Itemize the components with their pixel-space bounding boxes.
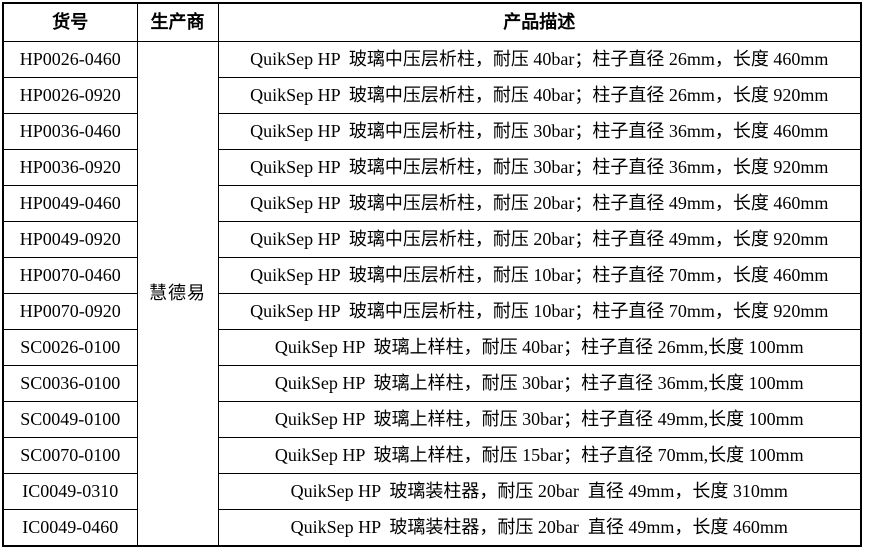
header-manufacturer: 生产商 <box>136 2 219 42</box>
table-row: IC0049-0460 QuikSep HP 玻璃装柱器，耐压 20bar 直径… <box>2 508 862 547</box>
sku-cell: HP0049-0460 <box>2 184 138 222</box>
description-cell: QuikSep HP 玻璃装柱器，耐压 20bar 直径 49mm，长度 460… <box>217 508 862 547</box>
table-row: SC0036-0100 QuikSep HP 玻璃上样柱，耐压 30bar；柱子… <box>2 364 862 402</box>
description-cell: QuikSep HP 玻璃中压层析柱，耐压 30bar；柱子直径 36mm，长度… <box>217 148 862 186</box>
header-sku: 货号 <box>2 2 138 42</box>
table-row: HP0036-0460 QuikSep HP 玻璃中压层析柱，耐压 30bar；… <box>2 112 862 150</box>
description-cell: QuikSep HP 玻璃中压层析柱，耐压 30bar；柱子直径 36mm，长度… <box>217 112 862 150</box>
sku-cell: HP0036-0920 <box>2 148 138 186</box>
table-row: HP0026-0920 QuikSep HP 玻璃中压层析柱，耐压 40bar；… <box>2 76 862 114</box>
table-row: SC0049-0100 QuikSep HP 玻璃上样柱，耐压 30bar；柱子… <box>2 400 862 438</box>
table-row: HP0070-0920 QuikSep HP 玻璃中压层析柱，耐压 10bar；… <box>2 292 862 330</box>
description-cell: QuikSep HP 玻璃中压层析柱，耐压 20bar；柱子直径 49mm，长度… <box>217 184 862 222</box>
product-table: 货号 生产商 产品描述 HP0026-0460 慧德易 QuikSep HP 玻… <box>2 2 862 547</box>
manufacturer-cell: 慧德易 <box>136 40 219 547</box>
sku-cell: HP0070-0460 <box>2 256 138 294</box>
description-cell: QuikSep HP 玻璃上样柱，耐压 15bar；柱子直径 70mm,长度 1… <box>217 436 862 474</box>
table-row: HP0049-0460 QuikSep HP 玻璃中压层析柱，耐压 20bar；… <box>2 184 862 222</box>
sku-cell: HP0026-0460 <box>2 40 138 78</box>
table-row: SC0070-0100 QuikSep HP 玻璃上样柱，耐压 15bar；柱子… <box>2 436 862 474</box>
table-row: HP0026-0460 慧德易 QuikSep HP 玻璃中压层析柱，耐压 40… <box>2 40 862 547</box>
sku-cell: SC0070-0100 <box>2 436 138 474</box>
sku-cell: SC0036-0100 <box>2 364 138 402</box>
table-row: HP0070-0460 QuikSep HP 玻璃中压层析柱，耐压 10bar；… <box>2 256 862 294</box>
description-cell: QuikSep HP 玻璃中压层析柱，耐压 10bar；柱子直径 70mm，长度… <box>217 256 862 294</box>
description-cell: QuikSep HP 玻璃中压层析柱，耐压 10bar；柱子直径 70mm，长度… <box>217 292 862 330</box>
description-cell: QuikSep HP 玻璃上样柱，耐压 30bar；柱子直径 49mm,长度 1… <box>217 400 862 438</box>
header-description: 产品描述 <box>217 2 862 42</box>
description-cell: QuikSep HP 玻璃上样柱，耐压 30bar；柱子直径 36mm,长度 1… <box>217 364 862 402</box>
sku-cell: SC0049-0100 <box>2 400 138 438</box>
description-cell: QuikSep HP 玻璃中压层析柱，耐压 40bar；柱子直径 26mm，长度… <box>217 76 862 114</box>
sku-cell: IC0049-0460 <box>2 508 138 547</box>
description-cell: QuikSep HP 玻璃上样柱，耐压 40bar；柱子直径 26mm,长度 1… <box>217 328 862 366</box>
description-cell: QuikSep HP 玻璃中压层析柱，耐压 20bar；柱子直径 49mm，长度… <box>217 220 862 258</box>
description-cell: QuikSep HP 玻璃中压层析柱，耐压 40bar；柱子直径 26mm，长度… <box>217 40 862 78</box>
header-row: 货号 生产商 产品描述 <box>2 2 862 42</box>
sku-cell: HP0049-0920 <box>2 220 138 258</box>
sku-cell: IC0049-0310 <box>2 472 138 510</box>
sku-cell: HP0036-0460 <box>2 112 138 150</box>
description-cell: QuikSep HP 玻璃装柱器，耐压 20bar 直径 49mm，长度 310… <box>217 472 862 510</box>
sku-cell: SC0026-0100 <box>2 328 138 366</box>
table-row: IC0049-0310 QuikSep HP 玻璃装柱器，耐压 20bar 直径… <box>2 472 862 510</box>
sku-cell: HP0070-0920 <box>2 292 138 330</box>
sku-cell: HP0026-0920 <box>2 76 138 114</box>
table-row: SC0026-0100 QuikSep HP 玻璃上样柱，耐压 40bar；柱子… <box>2 328 862 366</box>
table-row: HP0036-0920 QuikSep HP 玻璃中压层析柱，耐压 30bar；… <box>2 148 862 186</box>
table-row: HP0049-0920 QuikSep HP 玻璃中压层析柱，耐压 20bar；… <box>2 220 862 258</box>
